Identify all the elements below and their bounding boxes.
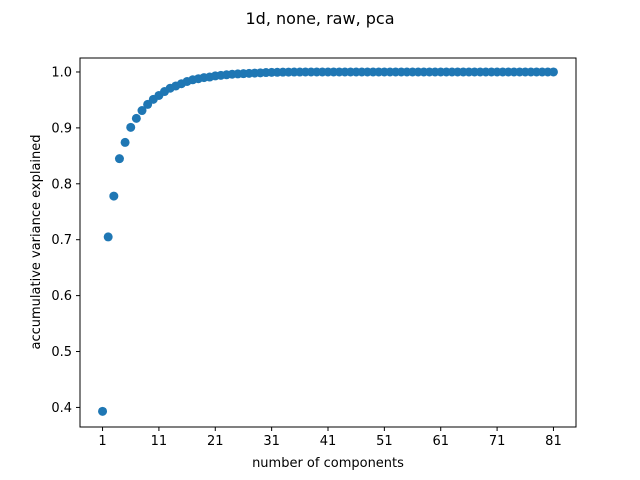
chart-title: 1d, none, raw, pca [246,9,395,28]
data-point [109,191,119,201]
x-tick-label: 81 [545,434,562,449]
y-tick-label: 0.9 [51,121,72,136]
data-point [114,154,124,164]
x-tick-label: 71 [489,434,506,449]
x-axis-label: number of components [252,456,404,471]
data-point [120,137,130,147]
data-point [137,106,147,116]
x-tick-label: 31 [263,434,280,449]
data-point [126,122,136,132]
x-axis: 1 11 21 31 41 51 61 71 81 [98,427,562,449]
x-tick-label: 61 [432,434,449,449]
data-points [98,67,558,416]
plot-frame [79,57,577,428]
y-axis: 0.4 0.5 0.6 0.7 0.8 0.9 1.0 [51,65,80,416]
y-axis-label: accumulative variance explained [29,134,44,349]
y-tick-label: 0.4 [51,401,72,416]
data-point [548,67,558,77]
y-tick-label: 0.5 [51,345,72,360]
data-point [98,406,108,416]
y-tick-label: 0.6 [51,289,72,304]
x-tick-label: 51 [376,434,393,449]
data-point [103,232,113,242]
x-tick-label: 21 [207,434,224,449]
x-tick-label: 1 [98,434,106,449]
y-tick-label: 0.8 [51,177,72,192]
data-point [131,113,141,123]
x-tick-label: 11 [151,434,168,449]
y-tick-label: 1.0 [51,65,72,80]
y-tick-label: 0.7 [51,233,72,248]
x-tick-label: 41 [320,434,337,449]
